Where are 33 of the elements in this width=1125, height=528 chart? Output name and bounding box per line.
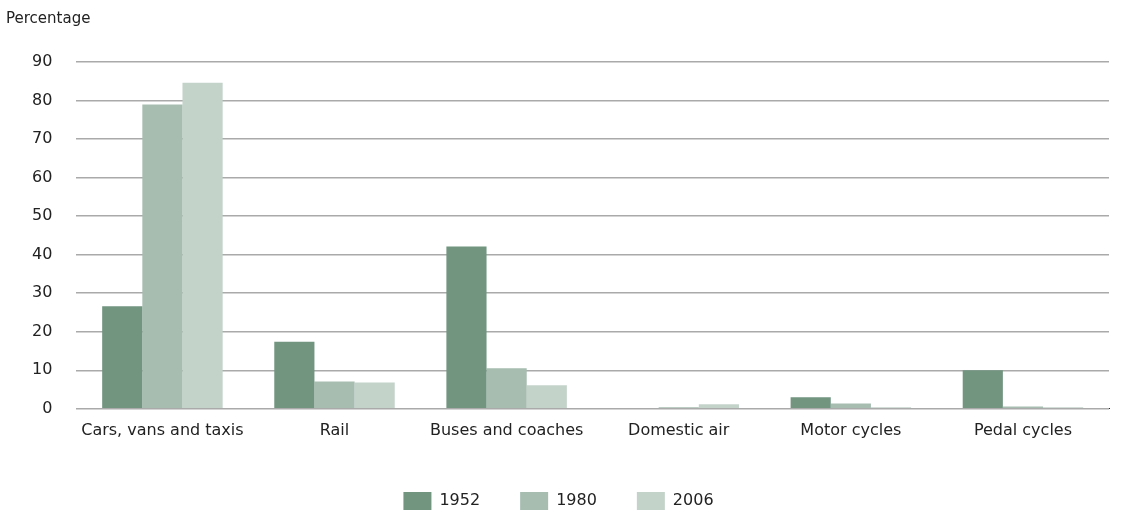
bar	[274, 341, 315, 409]
bar	[446, 246, 487, 409]
bar	[142, 104, 183, 409]
y-tick-label: 50	[32, 205, 53, 225]
bar	[486, 368, 527, 409]
legend-label: 2006	[672, 490, 714, 510]
y-tick-label: 0	[42, 397, 53, 417]
y-tick-label: 90	[32, 51, 53, 71]
bar	[790, 397, 831, 409]
y-tick-label: 60	[32, 166, 53, 186]
bar	[314, 381, 355, 409]
legend-label: 1952	[439, 490, 481, 510]
y-tick-label: 10	[32, 359, 53, 379]
x-tick-label: Cars, vans and taxis	[81, 419, 244, 439]
y-tick-label: 40	[32, 243, 53, 263]
bar	[962, 370, 1003, 409]
x-tick-label: Domestic air	[628, 419, 730, 439]
legend-label: 1980	[556, 490, 597, 510]
bar	[526, 385, 567, 409]
x-tick-label: Rail	[319, 419, 350, 439]
bar	[698, 404, 739, 409]
y-tick-label: 20	[32, 320, 53, 340]
x-tick-label: Pedal cycles	[973, 419, 1072, 439]
x-tick-label: Buses and coaches	[429, 419, 584, 439]
x-tick-label: Motor cycles	[800, 419, 902, 439]
bar	[830, 403, 871, 409]
bar	[102, 306, 143, 409]
bar	[182, 82, 223, 409]
y-axis-title: Percentage	[6, 9, 91, 28]
y-tick-label: 70	[32, 128, 53, 148]
y-tick-label: 80	[32, 89, 53, 109]
y-tick-label: 30	[32, 282, 53, 302]
bar	[354, 382, 395, 409]
